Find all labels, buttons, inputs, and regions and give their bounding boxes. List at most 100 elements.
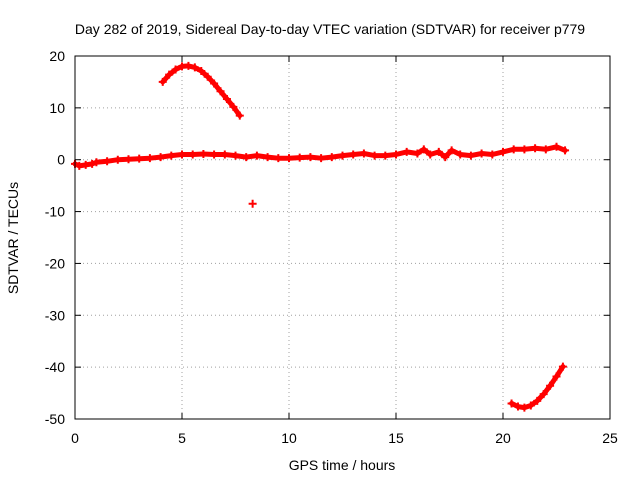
y-tick-label: 10 — [49, 100, 65, 116]
data-point-marker — [533, 396, 542, 405]
data-point-marker — [103, 157, 112, 166]
y-tick-label: -20 — [45, 255, 65, 271]
y-tick-labels: -50 -40 -30 -20 -10 0 10 20 — [45, 48, 65, 427]
data-point-marker — [199, 150, 208, 159]
data-point-marker — [552, 142, 561, 151]
data-point-marker — [561, 146, 570, 155]
data-point-marker — [392, 150, 400, 159]
data-point-marker — [466, 151, 475, 160]
plot-marks — [71, 61, 570, 412]
data-point-marker — [135, 154, 144, 163]
data-point-marker — [165, 70, 174, 79]
data-point-marker — [81, 160, 90, 169]
y-tick-label: -50 — [45, 411, 65, 427]
data-point-marker — [338, 151, 347, 160]
data-point-marker — [210, 150, 219, 159]
data-point-marker — [229, 102, 238, 111]
data-point-marker — [285, 154, 293, 163]
data-point-marker — [488, 150, 497, 159]
data-point-marker — [197, 67, 206, 76]
x-tick-labels: 0 5 10 15 20 25 — [71, 430, 618, 446]
data-point-marker — [546, 381, 555, 390]
data-point-marker — [184, 61, 193, 70]
data-point-marker — [203, 72, 212, 81]
data-point-marker — [531, 144, 540, 153]
x-tick-label: 20 — [495, 430, 511, 446]
chart-title: Day 282 of 2019, Sidereal Day-to-day VTE… — [75, 21, 585, 37]
x-tick-label: 10 — [281, 430, 297, 446]
data-point-marker — [220, 150, 229, 159]
data-point-marker — [499, 147, 507, 156]
data-point-marker — [541, 145, 550, 154]
data-point-marker — [381, 151, 390, 160]
data-point-marker — [327, 153, 336, 162]
data-point-marker — [274, 154, 283, 163]
plot-frame — [74, 55, 611, 420]
data-point-marker — [210, 79, 219, 88]
data-point-marker — [552, 372, 561, 381]
y-tick-label: -40 — [45, 359, 65, 375]
data-point-marker — [190, 63, 199, 72]
series-baseline — [71, 142, 570, 170]
data-point-marker — [88, 159, 97, 168]
data-point-marker — [235, 111, 244, 120]
data-point-marker — [317, 154, 326, 163]
y-axis-label: SDTVAR / TECUs — [5, 182, 21, 294]
y-tick-label: -10 — [45, 204, 65, 220]
data-point-marker — [441, 153, 450, 162]
data-point-marker — [216, 87, 225, 96]
data-point-marker — [520, 145, 529, 154]
data-point-marker — [507, 399, 516, 408]
data-point-marker — [402, 147, 411, 156]
data-point-marker — [248, 199, 257, 208]
data-point-marker — [92, 158, 101, 167]
data-point-marker — [513, 402, 522, 411]
data-point-marker — [539, 390, 548, 399]
x-tick-label: 5 — [178, 430, 186, 446]
y-tick-label: 20 — [49, 48, 65, 64]
data-point-marker — [158, 77, 167, 86]
data-point-marker — [359, 149, 368, 158]
data-point-marker — [349, 150, 358, 159]
data-point-marker — [419, 145, 428, 154]
data-point-marker — [124, 155, 133, 164]
data-point-marker — [178, 150, 186, 159]
data-point-marker — [167, 151, 176, 160]
data-point-marker — [252, 151, 261, 160]
series-outlier — [248, 199, 257, 208]
data-point-marker — [306, 153, 315, 162]
x-tick-label: 0 — [71, 430, 79, 446]
series-arc-1 — [158, 61, 244, 120]
data-point-marker — [188, 150, 197, 159]
data-point-marker — [477, 149, 486, 158]
data-point-marker — [426, 150, 435, 159]
y-tick-label: 0 — [57, 152, 65, 168]
data-point-marker — [558, 362, 567, 371]
data-point-marker — [231, 151, 240, 160]
data-point-marker — [509, 145, 518, 154]
y-tick-label: -30 — [45, 307, 65, 323]
data-point-marker — [75, 161, 84, 170]
data-point-marker — [413, 149, 422, 158]
data-point-marker — [263, 153, 272, 162]
data-point-marker — [222, 95, 231, 104]
data-point-marker — [156, 153, 165, 162]
data-point-marker — [520, 403, 529, 412]
data-point-marker — [113, 155, 122, 164]
x-tick-label: 25 — [602, 430, 618, 446]
data-point-marker — [434, 147, 443, 156]
data-point-marker — [242, 153, 251, 162]
data-point-marker — [526, 401, 535, 410]
data-point-marker — [447, 146, 456, 155]
x-axis-label: GPS time / hours — [289, 457, 396, 473]
data-point-marker — [145, 154, 154, 163]
grid-lines — [75, 56, 610, 419]
series-arc-2 — [507, 362, 567, 412]
data-point-marker — [295, 153, 304, 162]
data-point-marker — [171, 65, 180, 74]
data-point-marker — [456, 150, 465, 159]
data-point-marker — [370, 151, 379, 160]
x-tick-label: 15 — [388, 430, 404, 446]
